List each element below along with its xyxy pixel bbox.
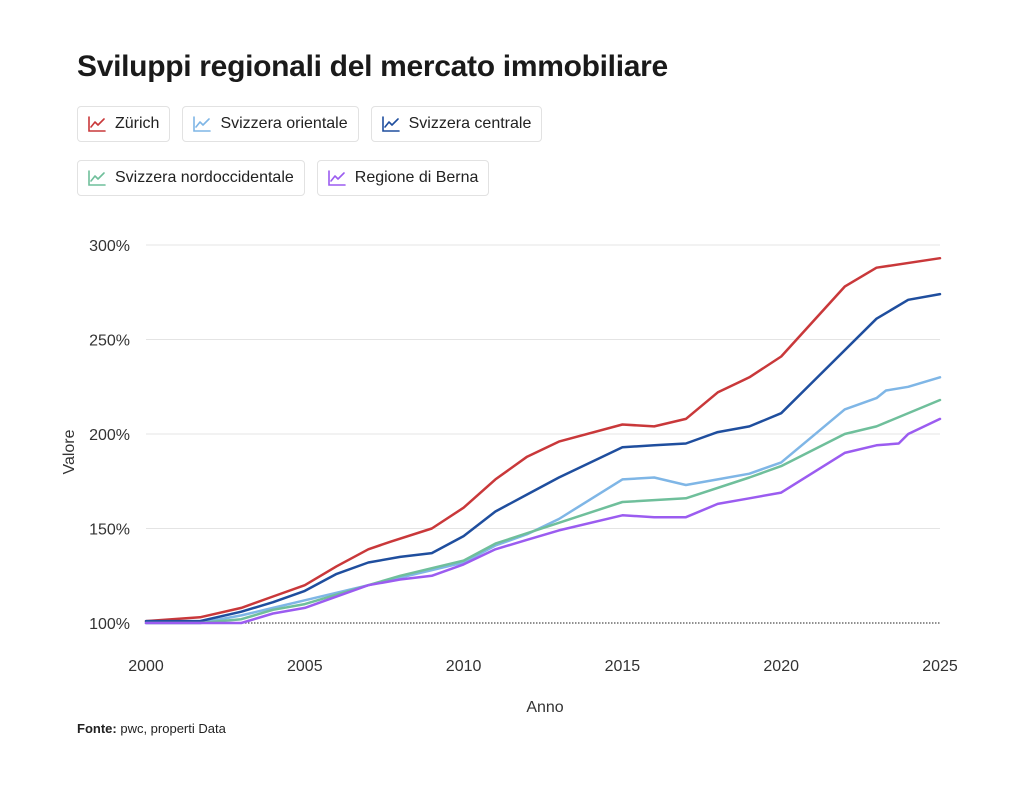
x-tick-label: 2020 xyxy=(763,658,799,675)
legend-label: Zürich xyxy=(115,115,160,132)
chart-title: Sviluppi regionali del mercato immobilia… xyxy=(77,50,668,83)
legend-item-3[interactable]: Svizzera nordoccidentale xyxy=(77,160,305,196)
x-tick-label: 2025 xyxy=(922,658,958,675)
legend-label: Svizzera centrale xyxy=(408,115,532,132)
source-text: pwc, properti Data xyxy=(120,721,226,736)
line-chart-icon xyxy=(88,170,106,186)
x-tick-label: 2000 xyxy=(128,658,164,675)
series-line-0 xyxy=(144,256,942,623)
source-note: Fonte: pwc, properti Data xyxy=(77,721,226,736)
legend-row-1: Zürich Svizzera orientale Svizzera central… xyxy=(77,106,543,142)
y-tick-label: 100% xyxy=(89,616,130,633)
x-tick-label: 2010 xyxy=(446,658,482,675)
y-tick-label: 250% xyxy=(89,333,130,350)
legend-row-2: Svizzera nordoccidentale Regione di Berna xyxy=(77,160,490,196)
y-tick-label: 150% xyxy=(89,522,130,539)
grid-layer xyxy=(146,244,940,624)
legend-item-0[interactable]: Zürich xyxy=(77,106,171,142)
x-axis-title: Anno xyxy=(526,699,563,716)
line-chart-icon xyxy=(88,116,106,132)
legend-item-2[interactable]: Svizzera centrale xyxy=(370,106,543,142)
source-label: Fonte: xyxy=(77,721,117,736)
series-layer xyxy=(144,256,942,625)
line-chart-icon xyxy=(381,116,400,132)
series-line-2 xyxy=(144,292,942,623)
legend-label: Svizzera orientale xyxy=(220,115,348,132)
legend-item-1[interactable]: Svizzera orientale xyxy=(182,106,359,142)
y-axis-title: Valore xyxy=(61,429,78,474)
legend-label: Regione di Berna xyxy=(354,169,479,186)
line-chart-icon xyxy=(193,116,212,132)
series-line-1 xyxy=(144,376,942,625)
x-tick-label: 2005 xyxy=(287,658,323,675)
series-line-4 xyxy=(144,417,942,625)
x-tick-label: 2015 xyxy=(605,658,641,675)
legend-item-4[interactable]: Regione di Berna xyxy=(316,160,490,196)
legend-label: Svizzera nordoccidentale xyxy=(115,169,294,186)
series-line-3 xyxy=(144,398,942,625)
line-chart-icon xyxy=(327,170,346,186)
y-tick-label: 200% xyxy=(89,427,130,444)
axis-layer: 100% 150% 200% 250% 300% 2000 2005 2010 2015 2020… xyxy=(89,238,958,675)
y-tick-label: 300% xyxy=(89,238,130,255)
